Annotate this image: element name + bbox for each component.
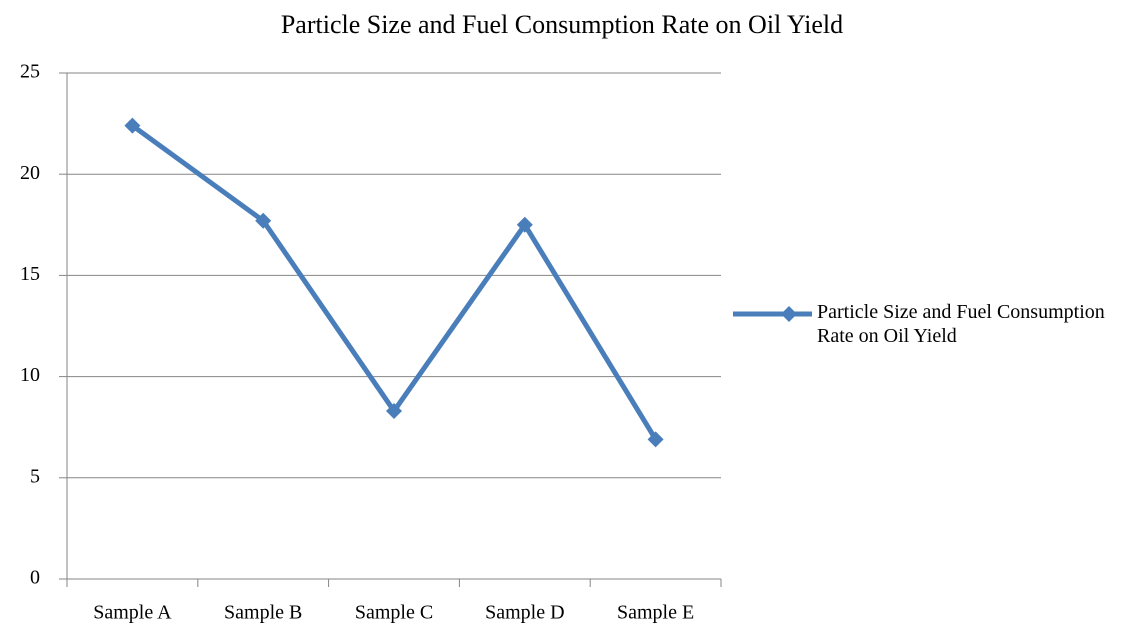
marker [124,117,141,134]
series-line [130,123,658,441]
y-tick-label: 15 [20,263,40,285]
x-tick-label: Sample A [93,602,172,624]
x-tick-label: Sample B [224,602,302,624]
marker [255,212,272,229]
y-tick-label: 20 [20,162,40,184]
marker [386,403,402,420]
y-tick-label: 25 [20,61,40,83]
x-tick-label: Sample D [485,602,564,624]
x-tick-label: Sample C [355,602,433,624]
y-tick-label: 10 [20,364,40,386]
legend-marker [781,306,797,322]
marker [647,431,664,448]
y-tick-label: 0 [30,567,40,589]
x-tick-label: Sample E [617,602,694,624]
legend-label: Particle Size and Fuel Consumption Rate … [817,301,1105,347]
chart-title: Particle Size and Fuel Consumption Rate … [281,10,843,39]
marker [516,216,533,233]
y-tick-label: 5 [30,465,40,487]
